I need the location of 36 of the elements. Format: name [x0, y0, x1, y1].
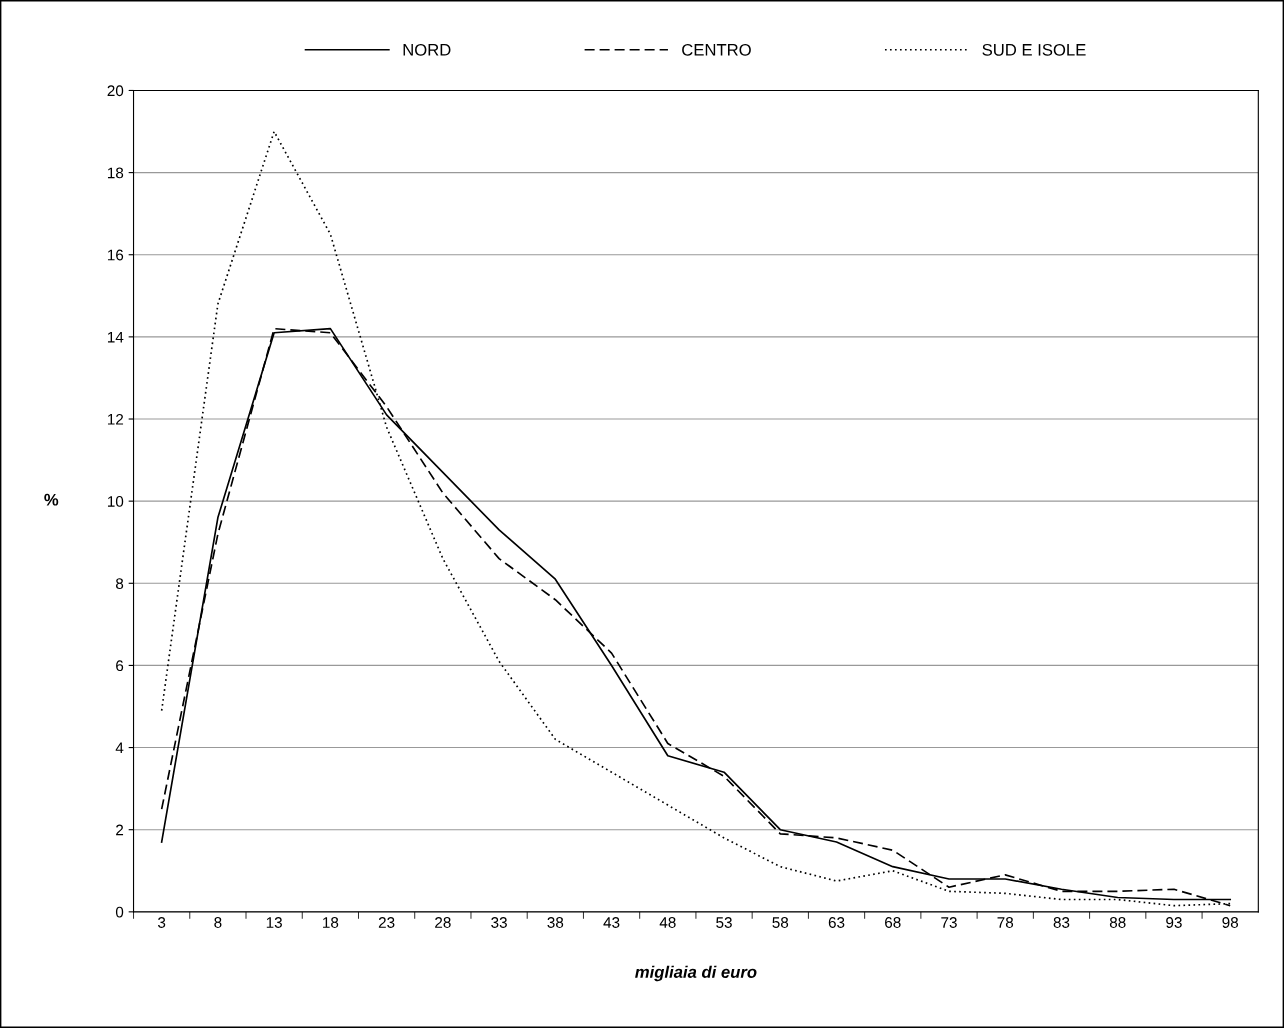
x-tick-label: 58	[772, 917, 789, 928]
x-tick-label: 43	[603, 917, 620, 928]
x-tick-label: 33	[491, 917, 507, 928]
y-tick-label: 0	[115, 906, 124, 918]
y-tick-label: 14	[107, 331, 124, 343]
legend-label: SUD E ISOLE	[982, 43, 1086, 56]
x-tick-label: 88	[1109, 917, 1126, 928]
x-tick-label: 68	[885, 917, 901, 928]
x-tick-label: 3	[157, 917, 166, 928]
x-tick-label: 93	[1166, 917, 1182, 928]
x-tick-label: 38	[547, 917, 564, 928]
x-tick-label: 73	[941, 917, 957, 928]
x-tick-label: 53	[716, 917, 732, 928]
x-tick-label: 98	[1222, 917, 1239, 928]
x-tick-label: 63	[828, 917, 845, 928]
y-tick-label: 16	[107, 249, 124, 261]
legend-label: CENTRO	[682, 43, 751, 56]
y-tick-label: 18	[107, 167, 124, 179]
y-tick-label: 6	[116, 660, 124, 672]
x-tick-label: 18	[323, 917, 339, 928]
x-tick-label: 8	[214, 917, 222, 928]
legend-label: NORD	[403, 43, 451, 56]
x-tick-label: 48	[659, 917, 676, 928]
y-tick-label: 8	[115, 578, 124, 589]
y-tick-label: 20	[107, 85, 124, 97]
y-tick-label: 2	[116, 824, 124, 836]
y-tick-label: 10	[107, 496, 124, 507]
x-axis-title: migliaia di euro	[635, 965, 757, 982]
y-axis-title: %	[44, 493, 59, 506]
x-tick-label: 23	[378, 917, 395, 928]
x-tick-label: 78	[997, 917, 1014, 928]
y-tick-label: 4	[115, 742, 124, 754]
y-tick-label: 12	[107, 413, 124, 425]
x-tick-label: 28	[435, 917, 451, 928]
x-tick-label: 83	[1053, 917, 1070, 928]
x-tick-label: 13	[266, 917, 282, 928]
